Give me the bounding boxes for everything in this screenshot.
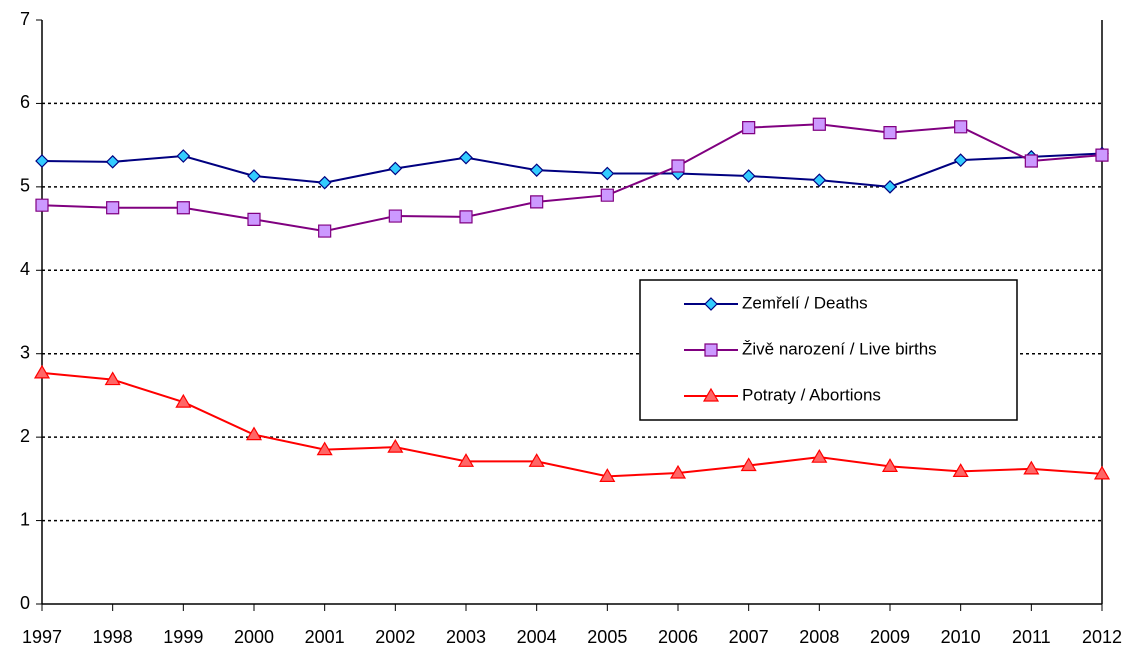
point [530,195,544,209]
x-tick-label: 2003 [446,627,486,647]
x-tick-label: 1998 [93,627,133,647]
point [1095,148,1109,162]
x-tick-label: 2002 [375,627,415,647]
point [741,169,756,183]
x-tick-label: 2006 [658,627,698,647]
point [1093,465,1111,480]
x-tick-label: 2005 [587,627,627,647]
y-tick-label: 0 [20,593,30,613]
point [175,393,192,408]
point [811,448,828,463]
legend-marker [704,343,718,357]
y-tick-label: 6 [20,92,30,112]
point [669,464,687,479]
point [600,188,614,202]
point [459,210,473,224]
x-tick-label: 2000 [234,627,274,647]
legend-label: Živě narození / Live births [742,339,937,358]
x-tick-label: 1999 [163,627,203,647]
point [318,224,332,238]
point [1024,154,1038,168]
point [742,121,756,135]
point [316,441,333,456]
series-line [41,123,1103,233]
point [740,457,757,472]
point [245,426,263,441]
point [883,180,897,194]
point [176,149,191,163]
point [388,161,403,176]
legend-label: Potraty / Abortions [742,385,881,404]
point [812,117,826,131]
point [1023,460,1040,475]
point [105,154,120,169]
point [35,198,49,212]
y-tick-label: 1 [20,509,30,529]
legend: Zemřelí / Deaths Živě narození / Live bir… [639,279,1018,421]
y-tick-label: 5 [20,176,30,196]
point [599,468,616,482]
point [387,438,404,453]
point [529,163,544,178]
point [600,166,615,181]
x-tick-label: 2007 [729,627,769,647]
y-tick-label: 4 [20,259,30,279]
x-tick-label: 2004 [517,627,557,647]
point [247,212,261,226]
y-tick-label: 3 [20,342,30,362]
x-tick-label: 2011 [1012,627,1051,647]
point [35,154,49,168]
y-tick-label: 2 [20,426,30,446]
point [883,126,897,140]
legend-marker [702,387,720,402]
point [104,371,121,386]
point [952,463,969,477]
point [459,150,473,165]
y-tick-label: 7 [20,9,30,29]
x-tick-label: 2001 [305,627,345,647]
point [457,453,475,467]
series-line [41,371,1103,478]
point [106,201,120,215]
series-line [41,152,1103,188]
point [33,364,51,379]
point [528,453,545,467]
legend-label: Zemřelí / Deaths [742,293,868,312]
point [954,120,968,134]
point [247,169,261,183]
x-tick-label: 2008 [799,627,839,647]
point [176,201,190,215]
x-tick-label: 1997 [22,627,62,647]
x-tick-label: 2012 [1082,627,1122,647]
x-tick-label: 2010 [941,627,981,647]
point [881,458,899,472]
x-tick-label: 2009 [870,627,910,647]
point [812,173,827,188]
point [388,209,402,223]
legend-marker [704,297,718,311]
point [671,159,685,173]
point [953,153,968,168]
point [317,175,332,190]
